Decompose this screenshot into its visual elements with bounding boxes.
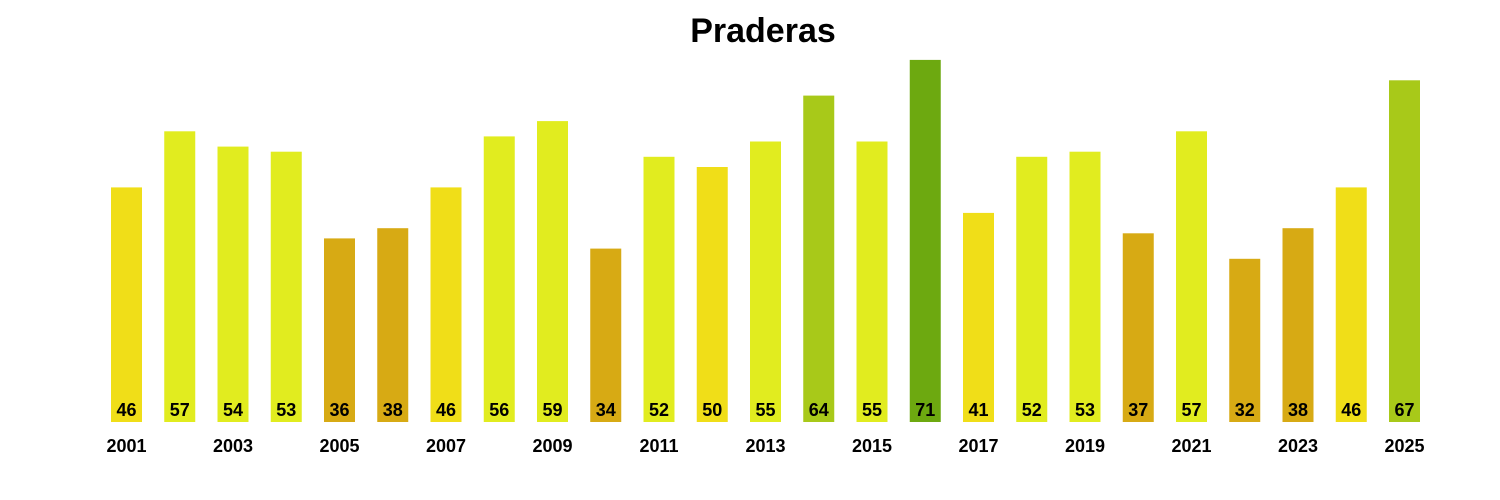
data-label-2020: 37: [1128, 400, 1148, 420]
bar-2022: [1229, 258, 1261, 422]
bar-2007: [430, 187, 462, 422]
data-label-2003: 54: [223, 400, 243, 420]
data-label-2010: 34: [596, 400, 616, 420]
bar-2018: [1016, 156, 1048, 423]
data-label-2011: 52: [649, 400, 669, 420]
x-tick-label-2007: 2007: [426, 436, 466, 456]
bar-2016: [909, 59, 941, 423]
data-label-2004: 53: [276, 400, 296, 420]
x-tick-label-2003: 2003: [213, 436, 253, 456]
data-label-2002: 57: [170, 400, 190, 420]
x-tick-label-2013: 2013: [745, 436, 785, 456]
bar-2019: [1069, 151, 1101, 422]
bar-2025: [1389, 80, 1420, 423]
data-label-2019: 53: [1075, 400, 1095, 420]
bar-2004: [270, 151, 302, 422]
x-tick-label-2017: 2017: [958, 436, 998, 456]
bar-2021: [1176, 131, 1207, 423]
x-tick-label-2001: 2001: [106, 436, 146, 456]
bar-2005: [324, 238, 355, 422]
bar-2009: [537, 121, 568, 422]
x-tick-label-2009: 2009: [532, 436, 572, 456]
bar-2003: [217, 146, 249, 422]
data-label-2008: 56: [489, 400, 509, 420]
x-tick-label-2011: 2011: [639, 436, 678, 456]
data-label-2014: 64: [809, 400, 829, 420]
data-label-2009: 59: [542, 400, 562, 420]
data-label-2007: 46: [436, 400, 456, 420]
bar-2020: [1122, 233, 1154, 422]
data-label-2005: 36: [329, 400, 349, 420]
x-tick-label-2015: 2015: [852, 436, 892, 456]
bar-2012: [696, 167, 728, 422]
bar-2014: [803, 95, 835, 422]
x-tick-label-2023: 2023: [1278, 436, 1318, 456]
data-label-2021: 57: [1181, 400, 1201, 420]
x-tick-label-2021: 2021: [1171, 436, 1211, 456]
bar-2010: [590, 248, 622, 422]
data-label-2017: 41: [968, 400, 988, 420]
data-label-2022: 32: [1235, 400, 1255, 420]
bar-2013: [750, 141, 781, 422]
x-tick-label-2025: 2025: [1384, 436, 1424, 456]
data-label-2015: 55: [862, 400, 882, 420]
data-label-2024: 46: [1341, 400, 1361, 420]
bar-2011: [643, 156, 675, 423]
chart-title: Praderas: [690, 12, 836, 50]
bar-2015: [856, 141, 888, 422]
bar-2023: [1282, 228, 1314, 422]
data-label-2001: 46: [116, 400, 136, 420]
data-label-2018: 52: [1022, 400, 1042, 420]
data-label-2023: 38: [1288, 400, 1308, 420]
data-label-2012: 50: [702, 400, 722, 420]
bar-2024: [1335, 187, 1367, 422]
data-label-2006: 38: [383, 400, 403, 420]
x-tick-label-2005: 2005: [319, 436, 359, 456]
bar-2006: [377, 228, 409, 422]
data-label-2025: 67: [1394, 400, 1414, 420]
x-tick-label-2019: 2019: [1065, 436, 1105, 456]
bar-2002: [164, 131, 196, 423]
bar-2008: [483, 136, 515, 422]
data-label-2016: 71: [915, 400, 935, 420]
bar-2017: [963, 212, 994, 422]
bar-2001: [111, 187, 142, 422]
data-label-2013: 55: [755, 400, 775, 420]
